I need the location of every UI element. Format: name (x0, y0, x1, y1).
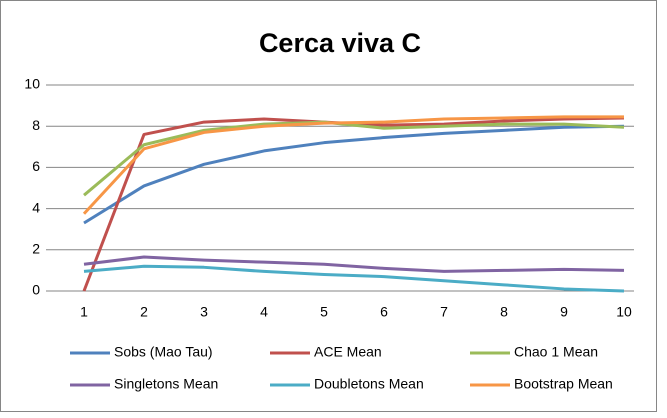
y-tick-label: 0 (32, 282, 40, 298)
x-tick-label: 5 (320, 304, 328, 320)
series-line (83, 255, 625, 273)
x-tick-label: 7 (440, 304, 448, 320)
x-tick-label: 1 (80, 304, 88, 320)
x-tick-label: 3 (200, 304, 208, 320)
y-tick-label: 8 (32, 117, 40, 133)
legend-label: Sobs (Mao Tau) (114, 344, 213, 360)
x-tick-label: 8 (500, 304, 508, 320)
x-tick-label: 2 (140, 304, 148, 320)
x-tick-label: 4 (260, 304, 268, 320)
y-tick-label: 6 (32, 158, 40, 174)
x-tick-label: 6 (380, 304, 388, 320)
y-tick-label: 4 (32, 199, 40, 215)
x-tick-label: 9 (560, 304, 568, 320)
series-line (82, 115, 624, 215)
legend-label: Doubletons Mean (314, 376, 424, 392)
y-tick-label: 10 (24, 76, 40, 92)
legend-label: ACE Mean (314, 344, 382, 360)
x-tick-label: 10 (616, 304, 632, 320)
legend-label: Singletons Mean (114, 376, 218, 392)
legend-label: Bootstrap Mean (514, 376, 613, 392)
y-tick-label: 2 (32, 241, 40, 257)
chart-title: Cerca viva C (259, 28, 421, 58)
series-line (83, 124, 625, 225)
series-line (83, 120, 625, 197)
legend-label: Chao 1 Mean (514, 344, 598, 360)
series-line (83, 264, 625, 293)
